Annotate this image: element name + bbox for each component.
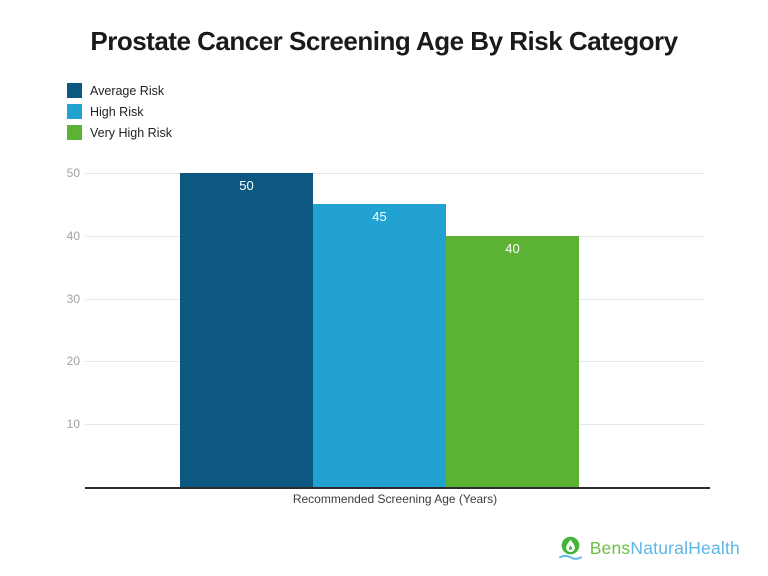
brand-name: BensNaturalHealth [590,538,740,559]
chart-title: Prostate Cancer Screening Age By Risk Ca… [90,26,678,56]
bar-high-risk: 45 [313,204,446,487]
legend-item-average-risk: Average Risk [67,83,172,98]
bar-value-label: 45 [372,209,387,225]
legend: Average Risk High Risk Very High Risk [67,83,172,146]
legend-label-average-risk: Average Risk [90,83,165,98]
y-tick-label-50: 50 [66,166,80,180]
bar-value-label: 40 [505,240,520,256]
bar-value-label: 50 [239,178,254,193]
bar-very-high-risk: 40 [446,235,579,487]
legend-item-very-high-risk: Very High Risk [67,125,172,140]
bar-average-risk: 50 [180,173,313,487]
x-axis-label: Recommended Screening Age (Years) [292,492,498,506]
legend-label-very-high-risk: Very High Risk [90,125,172,140]
brand-name-suffix: NaturalHealth [630,538,740,558]
x-axis-line [85,487,710,489]
y-tick-label-10: 10 [66,417,80,432]
brand-logo: BensNaturalHealth [557,535,740,562]
legend-swatch-very-high-risk [67,125,82,140]
gridline-y-50 [85,173,705,174]
legend-swatch-high-risk [67,104,82,119]
brand-name-prefix: Bens [589,538,631,558]
water-drop-icon [558,536,582,560]
legend-label-high-risk: High Risk [90,104,144,119]
legend-swatch-average-risk [67,83,82,98]
y-tick-label-40: 40 [66,228,80,243]
plot-area: 10 20 30 40 50 50 45 40 [67,166,705,487]
y-tick-label-30: 30 [66,291,80,306]
y-tick-label-20: 20 [66,354,80,369]
legend-item-high-risk: High Risk [67,104,172,119]
